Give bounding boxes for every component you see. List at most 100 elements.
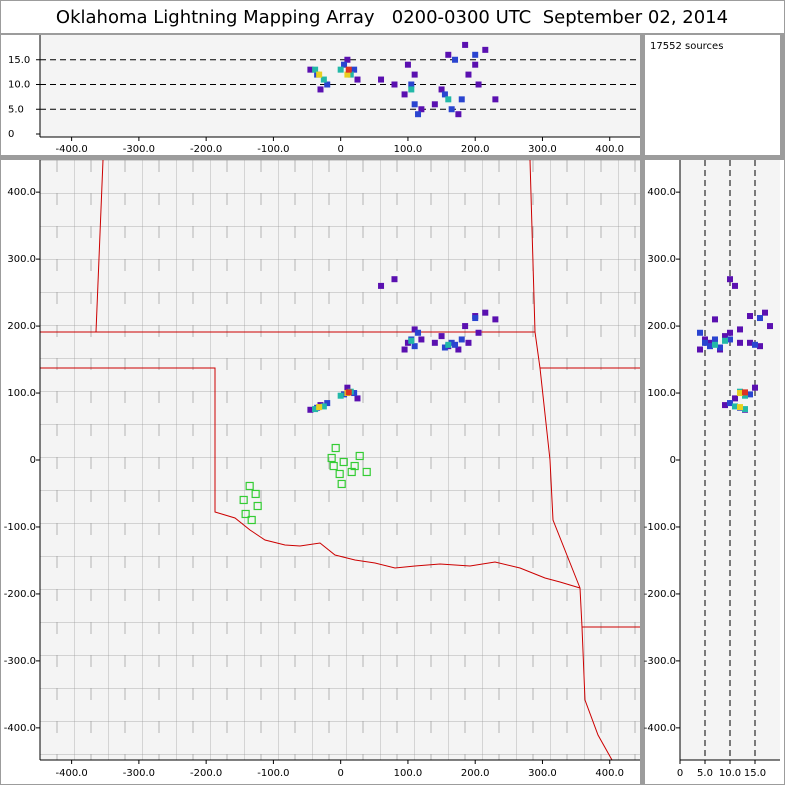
source-zy (727, 329, 733, 336)
z-tick-label: 15.0 (8, 55, 30, 66)
source-xz (438, 86, 445, 93)
source-plan (475, 329, 482, 336)
source-plan (344, 384, 351, 391)
source-plan (316, 404, 323, 411)
source-xz (320, 76, 327, 83)
source-xz (445, 96, 452, 103)
source-plan (452, 341, 459, 348)
source-xz (452, 56, 459, 63)
y-tick-label: -100.0 (4, 522, 36, 533)
y-tick-label: 100.0 (647, 388, 676, 399)
z-tick-label: 0 (677, 768, 683, 779)
station (355, 451, 364, 461)
source-zy (717, 344, 723, 351)
source-plan (411, 343, 418, 350)
x-tick-label: -100.0 (257, 768, 289, 779)
station (335, 469, 344, 479)
station (339, 457, 348, 467)
source-xz (344, 56, 351, 63)
source-plan (341, 391, 348, 398)
top-plot (40, 35, 640, 137)
station (329, 461, 338, 471)
source-zy (752, 384, 758, 391)
source-zy (727, 336, 733, 343)
station (239, 495, 248, 505)
source-zy (737, 404, 743, 411)
z-tick-label: 10.0 (719, 768, 741, 779)
y-tick-label: 300.0 (647, 254, 676, 265)
source-xz (307, 66, 314, 73)
source-xz (401, 91, 408, 98)
source-zy (697, 346, 703, 353)
source-zy (742, 389, 748, 396)
source-plan (482, 309, 489, 316)
source-zy (742, 392, 748, 399)
source-xz (458, 96, 465, 103)
source-plan (408, 337, 415, 344)
source-xz (345, 66, 352, 73)
border (95, 160, 104, 333)
source-zy (727, 276, 733, 283)
source-xz (448, 106, 455, 113)
source-plan (391, 276, 398, 283)
z-tick-label: 15.0 (744, 768, 766, 779)
source-xz (482, 46, 489, 53)
source-xz (431, 101, 438, 108)
source-zy (722, 402, 728, 409)
x-tick-label: -400.0 (55, 144, 87, 155)
source-xz (347, 71, 354, 78)
x-tick-label: -200.0 (190, 144, 222, 155)
source-xz (415, 111, 422, 118)
x-tick-label: 400.0 (595, 768, 624, 779)
source-zy (707, 339, 713, 346)
source-zy (722, 333, 728, 340)
source-zy (757, 343, 763, 350)
source-xz (317, 86, 324, 93)
source-zy (737, 326, 743, 333)
y-tick-label: -200.0 (4, 589, 36, 600)
source-xz (462, 41, 469, 48)
station (337, 479, 346, 489)
x-tick-label: -400.0 (55, 768, 87, 779)
y-tick-label: 400.0 (7, 187, 36, 198)
source-xz (418, 106, 425, 113)
source-plan (401, 346, 408, 353)
source-plan (492, 316, 499, 323)
x-tick-label: 100.0 (394, 768, 423, 779)
y-tick-label: 0 (30, 455, 36, 466)
source-xz (492, 96, 499, 103)
source-zy (747, 339, 753, 346)
station (253, 501, 262, 511)
source-zy (732, 395, 738, 402)
y-tick-label: 0 (670, 455, 676, 466)
info-panel (645, 35, 780, 155)
source-xz (445, 51, 452, 58)
source-zy (697, 329, 703, 336)
source-zy (732, 403, 738, 410)
source-plan (445, 341, 452, 348)
x-tick-label: 0 (337, 144, 343, 155)
source-zy (712, 336, 718, 343)
source-zy (752, 341, 758, 348)
source-zy (707, 343, 713, 350)
source-zy (732, 282, 738, 289)
y-tick-label: -300.0 (4, 656, 36, 667)
station (247, 515, 256, 525)
x-tick-label: 400.0 (595, 144, 624, 155)
source-zy (747, 313, 753, 320)
source-plan (455, 346, 462, 353)
z-tick-label: 0 (8, 129, 14, 140)
source-zy (712, 341, 718, 348)
source-zy (727, 400, 733, 407)
source-zy (757, 315, 763, 322)
title-bar (1, 1, 784, 33)
z-tick-label: 5.0 (8, 104, 24, 115)
source-plan (415, 329, 422, 336)
source-plan (404, 339, 411, 346)
source-xz (408, 86, 415, 93)
source-xz (351, 66, 358, 73)
z-tick-label: 10.0 (8, 80, 30, 91)
x-tick-label: 100.0 (394, 144, 423, 155)
y-tick-label: -100.0 (644, 522, 676, 533)
station (327, 453, 336, 463)
